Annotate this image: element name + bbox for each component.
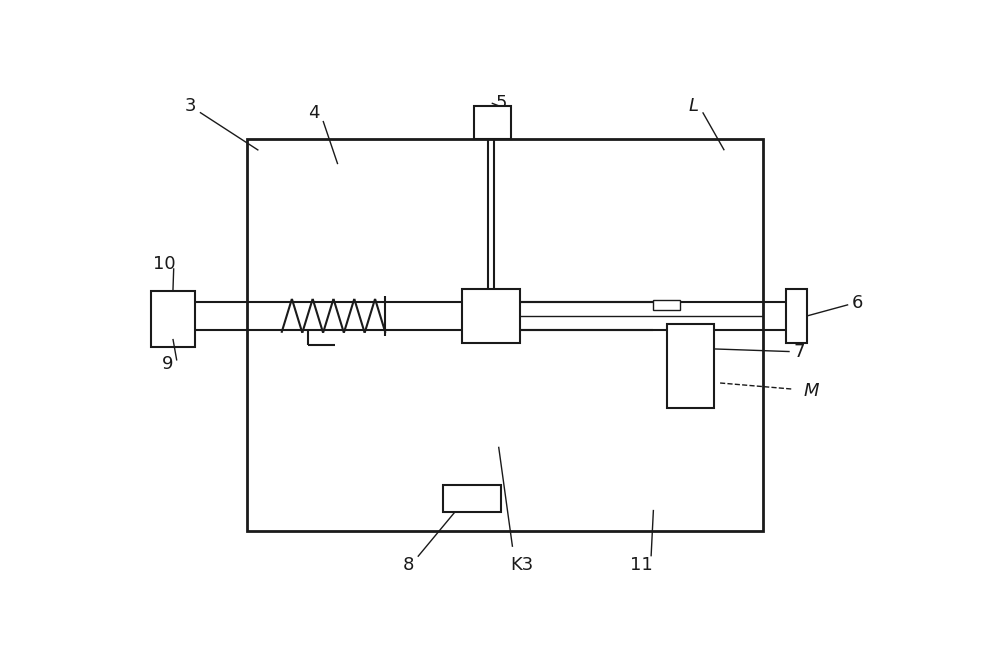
Bar [247, 139, 763, 160]
Text: 10: 10 [153, 256, 176, 273]
Bar [151, 291, 195, 347]
Text: 7: 7 [793, 343, 805, 361]
Text: 6: 6 [852, 294, 863, 312]
Bar [462, 289, 520, 343]
Bar [443, 485, 501, 512]
Text: M: M [804, 381, 819, 400]
Bar [247, 510, 763, 532]
Bar [247, 139, 763, 532]
Bar [428, 169, 605, 293]
Text: 8: 8 [403, 555, 414, 573]
Bar [334, 164, 342, 506]
Bar [667, 324, 714, 408]
Bar [247, 160, 268, 510]
Text: L: L [688, 97, 698, 115]
Bar [268, 160, 741, 510]
Bar [741, 160, 763, 510]
Bar [786, 289, 807, 343]
Bar [653, 300, 680, 310]
Text: 11: 11 [630, 555, 653, 573]
Bar [428, 324, 605, 447]
Text: 4: 4 [308, 105, 320, 122]
Text: 9: 9 [162, 355, 173, 373]
Text: 3: 3 [185, 97, 196, 115]
Bar [474, 107, 511, 139]
Text: 5: 5 [495, 93, 507, 111]
Text: K3: K3 [510, 555, 533, 573]
